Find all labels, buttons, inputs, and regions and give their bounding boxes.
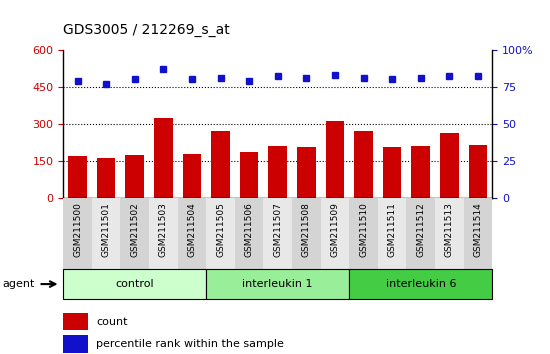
Bar [120,198,149,269]
Text: GSM211501: GSM211501 [102,202,111,257]
Text: agent: agent [3,279,35,289]
Bar [68,156,87,198]
Text: GSM211506: GSM211506 [245,202,254,257]
Text: interleukin 1: interleukin 1 [243,279,313,289]
Text: percentile rank within the sample: percentile rank within the sample [96,339,284,349]
Text: control: control [116,279,154,289]
Bar [464,198,492,269]
Bar [240,152,258,198]
Bar [92,198,120,269]
Text: GSM211500: GSM211500 [73,202,82,257]
Text: GSM211503: GSM211503 [159,202,168,257]
Bar [326,121,344,198]
Bar [63,198,92,269]
Bar [297,147,316,198]
Text: interleukin 6: interleukin 6 [386,279,456,289]
Bar [211,131,230,198]
Text: GSM211505: GSM211505 [216,202,225,257]
Bar [178,198,206,269]
Text: GSM211509: GSM211509 [331,202,339,257]
Text: GSM211504: GSM211504 [188,202,196,257]
Bar [349,198,378,269]
Bar [378,198,406,269]
Bar [235,198,263,269]
Bar [440,133,459,198]
Text: GSM211513: GSM211513 [445,202,454,257]
Bar [411,146,430,198]
Bar [435,198,464,269]
Bar [406,198,435,269]
Bar [469,145,487,198]
Text: count: count [96,317,128,327]
Bar [321,198,349,269]
Bar [206,269,349,299]
Bar [349,269,492,299]
Text: GSM211510: GSM211510 [359,202,368,257]
Bar [63,313,88,330]
Bar [97,158,116,198]
Bar [206,198,235,269]
Bar [149,198,178,269]
Bar [292,198,321,269]
Bar [268,146,287,198]
Text: GSM211502: GSM211502 [130,202,139,257]
Bar [125,155,144,198]
Text: GDS3005 / 212269_s_at: GDS3005 / 212269_s_at [63,23,230,37]
Text: GSM211507: GSM211507 [273,202,282,257]
Bar [63,335,88,353]
Text: GSM211514: GSM211514 [474,202,482,257]
Bar [63,269,206,299]
Text: GSM211508: GSM211508 [302,202,311,257]
Text: GSM211512: GSM211512 [416,202,425,257]
Bar [263,198,292,269]
Bar [383,147,402,198]
Bar [354,131,373,198]
Bar [183,154,201,198]
Bar [154,118,173,198]
Text: GSM211511: GSM211511 [388,202,397,257]
